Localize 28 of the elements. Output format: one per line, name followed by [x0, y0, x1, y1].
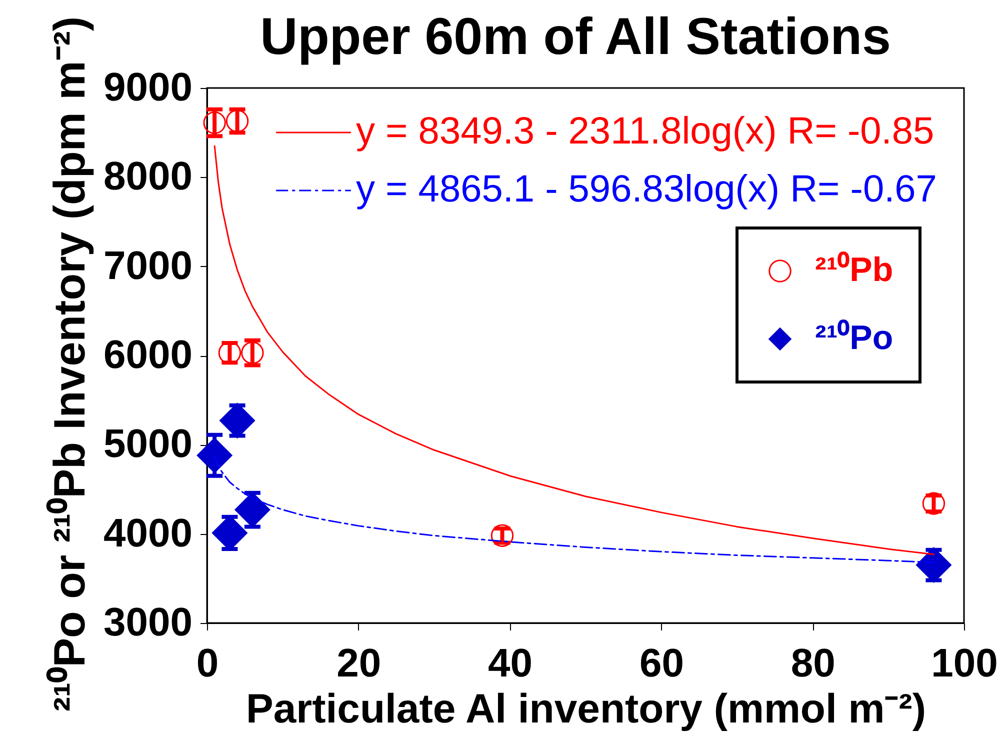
- y-tick-label: 4000: [104, 511, 192, 556]
- y-tick-label: 6000: [104, 333, 192, 377]
- y-tick-label: 7000: [104, 244, 192, 288]
- legend-label: y = 4865.1 - 596.83log(x) R= -0.67: [356, 168, 937, 210]
- x-tick-label: 40: [488, 642, 533, 686]
- y-tick-label: 9000: [104, 66, 192, 110]
- point: [226, 110, 249, 132]
- x-tick-label: 80: [790, 642, 836, 686]
- point: [241, 341, 264, 364]
- x-tick-label: 60: [639, 642, 684, 686]
- y-tick-label: 8000: [104, 154, 192, 199]
- point: [922, 492, 946, 515]
- point: [916, 547, 952, 583]
- point: [196, 438, 232, 474]
- point: [490, 524, 514, 547]
- chart-title: Upper 60m of All Stations: [260, 8, 891, 66]
- x-tick-label: 20: [336, 642, 382, 686]
- y-tick-label: 5000: [104, 422, 192, 466]
- legend-label: ²¹⁰Pb: [815, 251, 894, 289]
- legend-label: ²¹⁰Po: [815, 319, 894, 357]
- legend-label: y = 8349.3 - 2311.8log(x) R= -0.85: [356, 110, 934, 152]
- point: [203, 111, 226, 134]
- x-tick-label: 0: [196, 642, 219, 686]
- point: [220, 402, 255, 438]
- x-axis-title: Particulate Al inventory (mmol m⁻²): [246, 686, 926, 732]
- x-tick-label: 100: [931, 642, 998, 686]
- y-axis-title: ²¹⁰Po or ²¹⁰Pb Inventory (dpm m⁻²): [46, 16, 95, 712]
- y-tick-label: 3000: [104, 600, 192, 644]
